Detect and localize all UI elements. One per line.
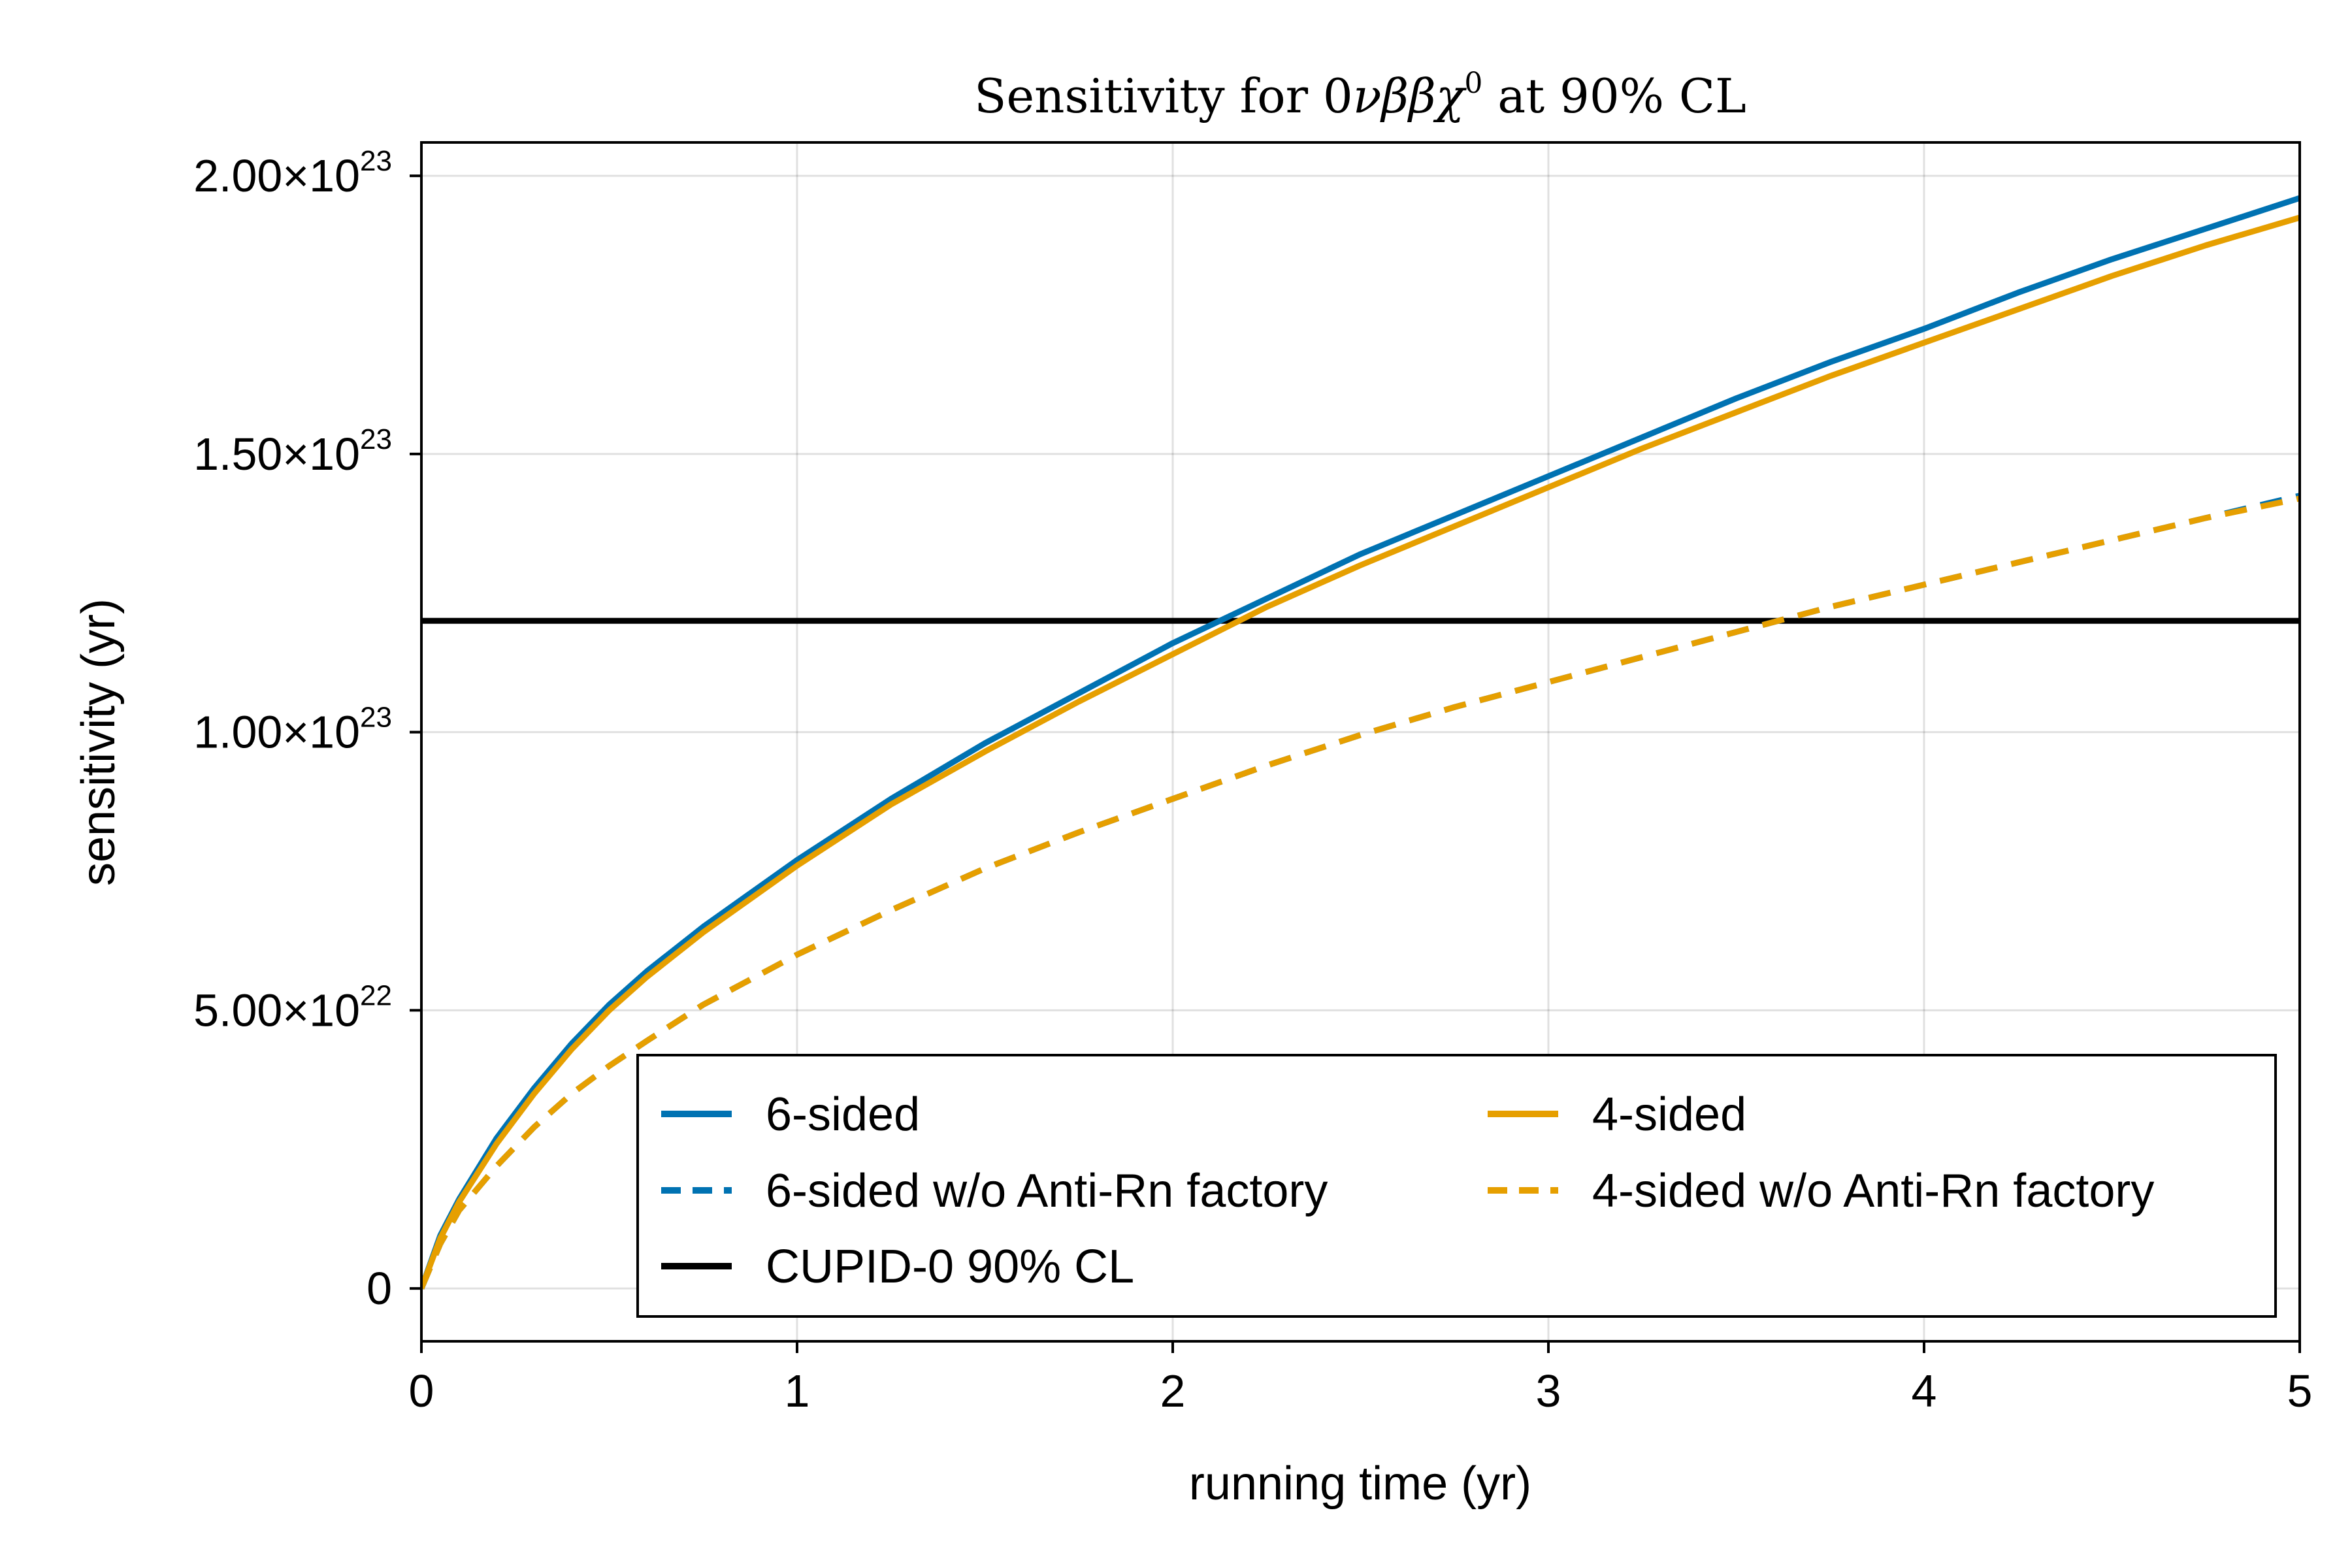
x-tick-label: 0 [409, 1365, 434, 1416]
series-line-4-sided-w-o-anti-rn-factory [421, 495, 2300, 1290]
series-line-4-sided [421, 214, 2300, 1290]
y-axis-label: sensitivity (yr) [73, 598, 125, 886]
y-tick-label: 0 [367, 1263, 392, 1314]
series-line-6-sided [421, 195, 2300, 1290]
x-tick-label: 2 [1160, 1365, 1186, 1416]
legend-label: 6-sided w/o Anti-Rn factory [766, 1165, 1328, 1217]
legend-label: 4-sided w/o Anti-Rn factory [1592, 1165, 2154, 1217]
x-tick-label: 3 [1536, 1365, 1561, 1416]
legend-label: 6-sided [766, 1088, 920, 1141]
axis-ticks: 0 1 2 3 4 5 0 5.00×1022 1.00×1023 1.50×1023 2.00×1… [193, 145, 2312, 1416]
x-tick-label: 4 [1912, 1365, 1937, 1416]
legend: 6-sided 4-sided 6-sided w/o Anti-Rn factor… [636, 1054, 2277, 1318]
y-tick-label: 5.00×1022 [193, 979, 392, 1036]
plot-series [421, 195, 2300, 1290]
legend-label: 4-sided [1592, 1088, 1746, 1141]
plot-frame [420, 141, 2301, 1343]
x-tick-label: 5 [2287, 1365, 2313, 1416]
legend-box [636, 1054, 2277, 1318]
y-tick-label: 2.00×1023 [193, 145, 392, 201]
legend-label: CUPID-0 90% CL [766, 1241, 1134, 1293]
y-tick-label: 1.50×1023 [193, 423, 392, 480]
x-tick-label: 1 [785, 1365, 810, 1416]
x-axis-label: running time (yr) [1189, 1458, 1531, 1510]
chart-title: Sensitivity for 0νββχ0 at 90% CL [974, 67, 1746, 123]
y-tick-label: 1.00×1023 [193, 702, 392, 758]
